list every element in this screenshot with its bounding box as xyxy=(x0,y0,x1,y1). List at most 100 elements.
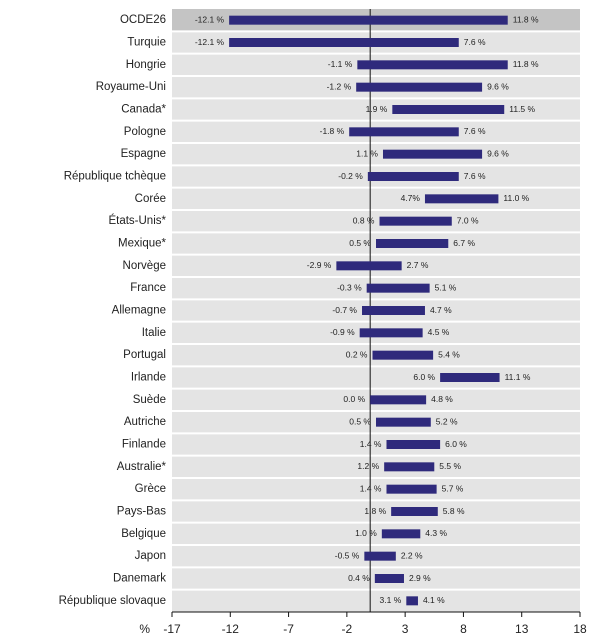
category-label: Espagne xyxy=(121,148,166,160)
category-label: France xyxy=(130,282,166,294)
range-bar xyxy=(391,507,438,516)
x-tick-label: 18 xyxy=(573,622,587,636)
low-value-label: 1.8 % xyxy=(364,506,386,516)
category-label: OCDE26 xyxy=(120,14,166,26)
low-value-label: 1.2 % xyxy=(357,461,379,471)
range-bar xyxy=(386,484,437,494)
range-bar xyxy=(366,283,430,293)
range-bar xyxy=(379,216,452,226)
category-label: Japon xyxy=(135,550,166,562)
x-tick-label: 13 xyxy=(515,622,529,636)
range-bar xyxy=(362,306,425,315)
low-value-label: 0.8 % xyxy=(353,215,375,225)
range-bar xyxy=(406,596,418,606)
high-value-label: 5.5 % xyxy=(439,461,461,471)
range-bar xyxy=(349,127,459,137)
low-value-label: 4.7% xyxy=(401,193,421,203)
category-label: République slovaque xyxy=(59,595,166,607)
high-value-label: 4.1 % xyxy=(423,595,445,605)
range-bar xyxy=(384,462,435,472)
range-bar xyxy=(392,105,505,114)
x-tick-label: -7 xyxy=(283,622,294,636)
category-label: Mexique* xyxy=(118,238,166,250)
high-value-label: 7.6 % xyxy=(464,126,486,136)
low-value-label: 0.5 % xyxy=(349,416,371,426)
high-value-label: 2.9 % xyxy=(409,573,431,583)
category-label: Allemagne xyxy=(112,305,166,317)
low-value-label: 3.1 % xyxy=(380,595,402,605)
low-value-label: -0.3 % xyxy=(337,282,362,292)
range-bar xyxy=(229,38,459,47)
category-label: Autriche xyxy=(124,416,166,428)
high-value-label: 5.4 % xyxy=(438,349,460,359)
range-bar xyxy=(376,417,431,427)
high-value-label: 6.0 % xyxy=(445,439,467,449)
category-label: Pays-Bas xyxy=(117,506,166,518)
low-value-label: -0.7 % xyxy=(332,305,357,315)
range-bar xyxy=(376,239,449,248)
range-bar xyxy=(357,60,508,70)
high-value-label: 11.1 % xyxy=(505,372,531,382)
high-value-label: 5.8 % xyxy=(443,506,465,516)
low-value-label: -2.9 % xyxy=(307,260,332,270)
low-value-label: 0.5 % xyxy=(349,238,371,248)
low-value-label: 1.4 % xyxy=(360,483,382,493)
category-label: République tchèque xyxy=(64,171,166,183)
x-tick-label: -2 xyxy=(342,622,353,636)
category-label: Pologne xyxy=(124,126,166,138)
high-value-label: 5.2 % xyxy=(436,416,458,426)
range-bar xyxy=(336,261,402,271)
high-value-label: 2.7 % xyxy=(407,260,429,270)
category-label: Suède xyxy=(133,394,166,406)
low-value-label: -0.2 % xyxy=(338,171,363,181)
range-bar xyxy=(359,328,423,338)
range-bar xyxy=(229,15,508,25)
range-bar xyxy=(440,373,500,382)
high-value-label: 9.6 % xyxy=(487,148,509,158)
range-bar xyxy=(372,350,434,360)
low-value-label: -1.2 % xyxy=(327,81,352,91)
high-value-label: 11.8 % xyxy=(513,14,539,24)
low-value-label: 1.4 % xyxy=(360,439,382,449)
high-value-label: 9.6 % xyxy=(487,81,509,91)
category-label: États-Unis* xyxy=(108,214,166,227)
high-value-label: 7.0 % xyxy=(457,215,479,225)
low-value-label: 0.2 % xyxy=(346,349,368,359)
x-tick-label: 8 xyxy=(460,622,467,636)
category-label: Belgique xyxy=(121,528,166,540)
range-bar xyxy=(364,551,396,561)
high-value-label: 4.3 % xyxy=(425,528,447,538)
low-value-label: -1.1 % xyxy=(328,59,353,69)
x-tick-label: -17 xyxy=(163,622,181,636)
category-label: Australie* xyxy=(117,461,167,473)
category-label: Danemark xyxy=(113,573,166,585)
low-value-label: 0.0 % xyxy=(343,394,365,404)
high-value-label: 11.5 % xyxy=(509,104,535,114)
high-value-label: 4.8 % xyxy=(431,394,453,404)
high-value-label: 7.6 % xyxy=(464,171,486,181)
low-value-label: 6.0 % xyxy=(413,372,435,382)
category-label: Royaume-Uni xyxy=(96,81,166,93)
high-value-label: 11.8 % xyxy=(513,59,539,69)
category-label: Hongrie xyxy=(126,59,166,71)
category-label: Portugal xyxy=(123,349,166,361)
range-bar xyxy=(374,574,404,583)
low-value-label: -0.5 % xyxy=(335,550,360,560)
category-label: Grèce xyxy=(135,483,166,495)
high-value-label: 5.1 % xyxy=(435,282,457,292)
category-label: Corée xyxy=(135,193,166,205)
low-value-label: -12.1 % xyxy=(195,37,225,47)
low-value-label: 1.9 % xyxy=(366,104,388,114)
category-label: Turquie xyxy=(127,37,166,49)
high-value-label: 11.0 % xyxy=(503,193,529,203)
range-bar xyxy=(386,440,441,449)
high-value-label: 4.5 % xyxy=(428,327,450,337)
category-label: Canada* xyxy=(121,104,166,116)
category-label: Irlande xyxy=(131,372,166,384)
low-value-label: 1.0 % xyxy=(355,528,377,538)
low-value-label: 0.4 % xyxy=(348,573,370,583)
high-value-label: 2.2 % xyxy=(401,550,423,560)
range-bar xyxy=(382,149,483,159)
low-value-label: -1.8 % xyxy=(320,126,345,136)
category-label: Finlande xyxy=(122,439,166,451)
